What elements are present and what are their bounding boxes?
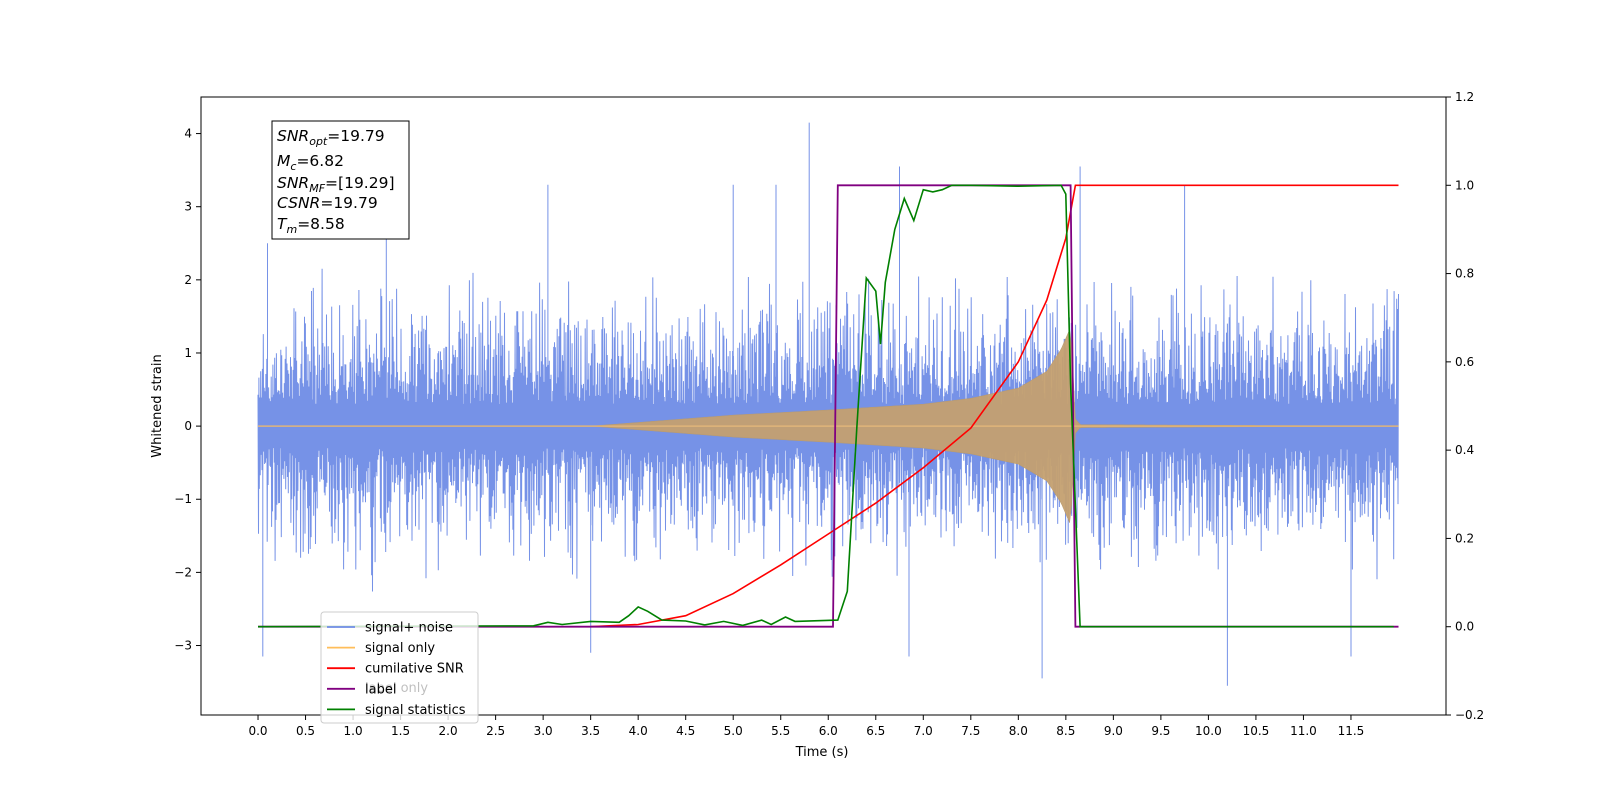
legend: label only signal+ noise signal only cumil…: [320, 611, 479, 724]
y-left-tick-label: 3: [184, 200, 192, 214]
series-signal-statistics: [257, 184, 1394, 628]
legend-label-cumilative-SNR: cumilative SNR: [365, 662, 464, 677]
annotation-tm: Tm=8.58: [277, 215, 345, 236]
annotation-box-frame: [271, 120, 410, 240]
x-tick-label: 10.0: [1195, 724, 1222, 738]
x-tick-label: 4.0: [629, 724, 648, 738]
y-right-tick-label: 0.0: [1455, 620, 1474, 634]
x-tick-label: 2.5: [486, 724, 505, 738]
x-tick-label: 3.0: [534, 724, 553, 738]
x-axis-label: Time (s): [795, 745, 849, 760]
legend-label-label: label: [365, 682, 396, 697]
x-tick-label: 7.0: [914, 724, 933, 738]
y-left-tick-label: −1: [174, 492, 192, 506]
x-tick-label: 8.5: [1056, 724, 1075, 738]
annotation-csnr: CSNR=19.79: [277, 194, 378, 212]
legend-label-signal-statistics: signal statistics: [365, 703, 466, 718]
annotation-box: SNRopt=19.79 Mc=6.82 SNRMF=[19.29] CSNR=…: [271, 120, 410, 240]
y-left-tick-label: 2: [184, 273, 192, 287]
x-tick-label: 9.0: [1104, 724, 1123, 738]
y-left-tick-label: 0: [184, 419, 192, 433]
x-axis: 0.0 0.5 1.0 1.5 2.0 2.5 3.0 3.5 4.0 4.5 5.0 5.5 6.0 6…: [248, 715, 1364, 738]
x-tick-label: 7.5: [961, 724, 980, 738]
y-left-tick-label: −2: [174, 565, 192, 579]
y-right-tick-label: 0.2: [1455, 531, 1474, 545]
x-tick-label: 11.0: [1290, 724, 1317, 738]
x-tick-label: 0.5: [296, 724, 315, 738]
x-tick-label: 6.0: [819, 724, 838, 738]
annotation-snr-opt: SNRopt=19.79: [277, 127, 385, 148]
annotation-snr-mf: SNRMF=[19.29]: [277, 174, 395, 195]
y-right-tick-label: 0.6: [1455, 355, 1474, 369]
y-left-tick-label: 4: [184, 127, 192, 141]
y-axis-left: −3 −2 −1 0 1 2 3 4: [174, 127, 201, 653]
plot-area: [257, 122, 1399, 686]
x-tick-label: 1.0: [344, 724, 363, 738]
y-axis-label: Whitened strain: [150, 354, 165, 457]
x-tick-label: 3.5: [581, 724, 600, 738]
y-right-tick-label: −0.2: [1455, 708, 1484, 722]
x-tick-label: 5.0: [724, 724, 743, 738]
legend-hidden-entry: label only: [365, 681, 428, 696]
x-tick-label: 2.0: [439, 724, 458, 738]
x-tick-label: 10.5: [1243, 724, 1270, 738]
x-tick-label: 11.5: [1338, 724, 1365, 738]
y-left-tick-label: −3: [174, 639, 192, 653]
legend-label-signal-only: signal only: [365, 641, 435, 656]
x-tick-label: 0.0: [248, 724, 267, 738]
y-right-tick-label: 0.8: [1455, 267, 1474, 281]
y-right-tick-label: 1.0: [1455, 178, 1474, 192]
x-tick-label: 6.5: [866, 724, 885, 738]
y-axis-right: −0.2 0.0 0.2 0.4 0.6 0.8 1.0 1.2: [1446, 90, 1484, 722]
series-cumilative-snr: [590, 184, 1399, 628]
y-right-tick-label: 1.2: [1455, 90, 1474, 104]
x-tick-label: 5.5: [771, 724, 790, 738]
x-tick-label: 1.5: [391, 724, 410, 738]
plot-frame: [200, 96, 1447, 716]
series-signal-plus-noise: [257, 122, 1399, 686]
legend-frame: [320, 611, 479, 724]
y-right-tick-label: 0.4: [1455, 443, 1474, 457]
x-tick-label: 9.5: [1151, 724, 1170, 738]
x-tick-label: 8.0: [1009, 724, 1028, 738]
x-tick-label: 4.5: [676, 724, 695, 738]
y-left-tick-label: 1: [184, 346, 192, 360]
legend-label-signal-noise: signal+ noise: [365, 621, 453, 636]
annotation-mc: Mc=6.82: [277, 152, 344, 173]
